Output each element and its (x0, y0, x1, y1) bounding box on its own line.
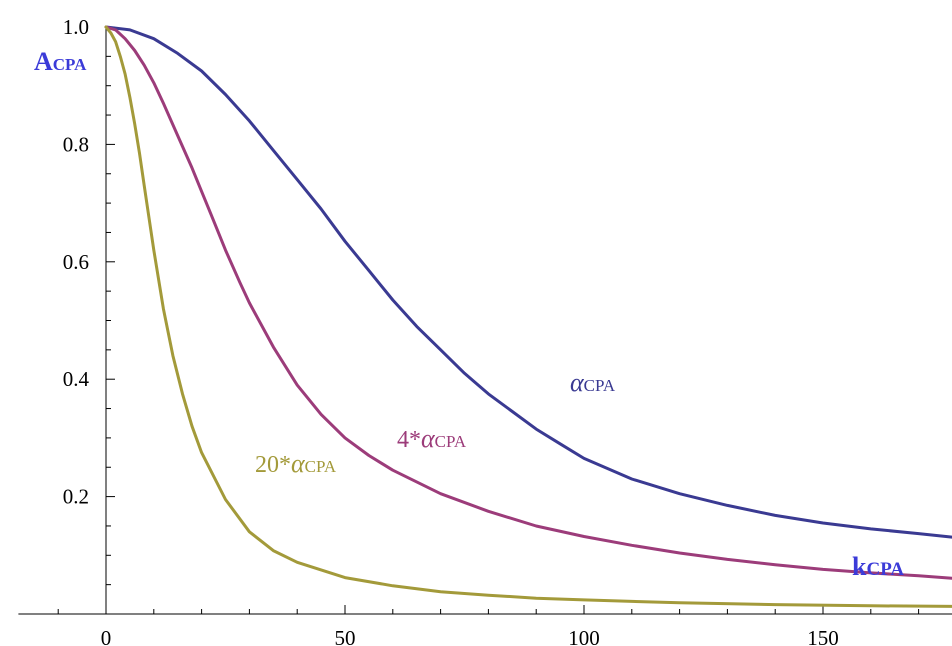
y-tick-label: 0.6 (63, 250, 89, 274)
y-tick-label: 0.8 (63, 132, 89, 156)
series-lines (104, 25, 952, 608)
series-label-0: αCPA (570, 368, 616, 397)
series-line-2 (104, 25, 952, 608)
x-tick-label: 0 (101, 626, 112, 646)
series-labels: αCPA 4*αCPA 20*αCPA (255, 368, 616, 478)
x-axis: 0 50 100 150 (18, 605, 952, 646)
x-tick-label: 100 (568, 626, 600, 646)
y-tick-label: 0.2 (63, 485, 89, 509)
y-axis: 0.2 0.4 0.6 0.8 1.0 (63, 15, 115, 614)
x-tick-label: 150 (807, 626, 839, 646)
x-axis-title: kCPA (852, 552, 904, 581)
series-line-1 (104, 25, 952, 580)
series-line-0 (104, 25, 952, 539)
y-tick-label: 0.4 (63, 367, 90, 391)
y-axis-title: ACPA (34, 47, 87, 76)
series-label-1: 4*αCPA (397, 424, 467, 453)
y-tick-label: 1.0 (63, 15, 89, 39)
series-label-2: 20*αCPA (255, 449, 337, 478)
x-tick-label: 50 (335, 626, 356, 646)
